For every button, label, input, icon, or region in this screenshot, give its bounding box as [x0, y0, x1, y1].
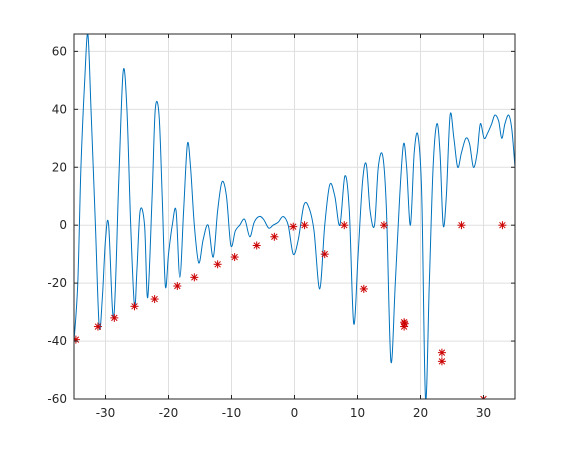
marker-point	[270, 232, 279, 241]
x-tick-label: 30	[476, 406, 491, 420]
marker-point	[93, 322, 102, 331]
marker-layer	[74, 221, 507, 399]
y-tick-label: -60	[47, 392, 67, 406]
marker-point	[437, 348, 446, 357]
marker-point	[457, 221, 466, 230]
y-tick-label: 60	[52, 44, 67, 58]
marker-point	[110, 313, 119, 322]
marker-point	[289, 222, 298, 231]
tick-layer	[74, 34, 515, 400]
x-tick-label: -20	[159, 406, 179, 420]
grid-layer	[74, 34, 515, 400]
y-tick-label: -40	[47, 334, 67, 348]
marker-point	[437, 357, 446, 366]
tick-label-layer: -30 -20 -10 0 10 20 30 -60 -40 -20 0 20 40 60	[47, 44, 491, 420]
marker-point	[74, 335, 80, 344]
x-tick-label: 10	[350, 406, 365, 420]
marker-point	[213, 260, 222, 269]
y-tick-label: 0	[59, 218, 67, 232]
marker-point	[379, 221, 388, 230]
marker-point	[498, 221, 507, 230]
marker-point	[320, 250, 329, 259]
marker-point	[400, 319, 409, 328]
x-tick-label: 0	[291, 406, 299, 420]
marker-point	[230, 253, 239, 262]
marker-point	[130, 302, 139, 311]
x-tick-label: 20	[413, 406, 428, 420]
x-tick-label: -10	[222, 406, 242, 420]
marker-point	[359, 284, 368, 293]
marker-point	[340, 221, 349, 230]
x-tick-label: -30	[96, 406, 116, 420]
marker-point	[252, 241, 261, 250]
plot-area	[74, 34, 515, 399]
y-tick-label: 40	[52, 102, 67, 116]
marker-point	[173, 282, 182, 291]
y-tick-label: -20	[47, 276, 67, 290]
y-tick-label: 20	[52, 160, 67, 174]
marker-point	[150, 295, 159, 304]
marker-point	[190, 273, 199, 282]
marker-point	[300, 221, 309, 230]
series-line	[74, 34, 515, 399]
